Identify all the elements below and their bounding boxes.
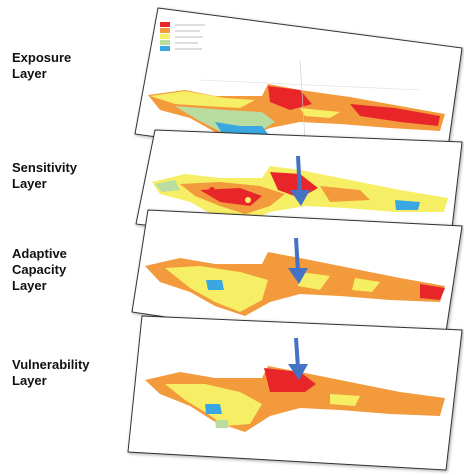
flow-arrow-1 — [290, 155, 310, 206]
flow-arrow-2 — [288, 237, 308, 284]
panel-vulnerability — [127, 315, 463, 471]
layer-label-exposure: Exposure Layer — [12, 50, 72, 81]
map-exposure — [148, 84, 445, 142]
layer-label-vulnerability: Vulnerability Layer — [12, 357, 90, 388]
flow-arrow-3 — [288, 337, 308, 380]
map-vulnerability — [145, 366, 445, 432]
layer-label-adaptive-capacity: Adaptive Capacity Layer — [12, 246, 67, 293]
legend — [160, 22, 205, 51]
map-adaptive-capacity — [145, 252, 445, 316]
layer-label-sensitivity: Sensitivity Layer — [12, 160, 78, 191]
